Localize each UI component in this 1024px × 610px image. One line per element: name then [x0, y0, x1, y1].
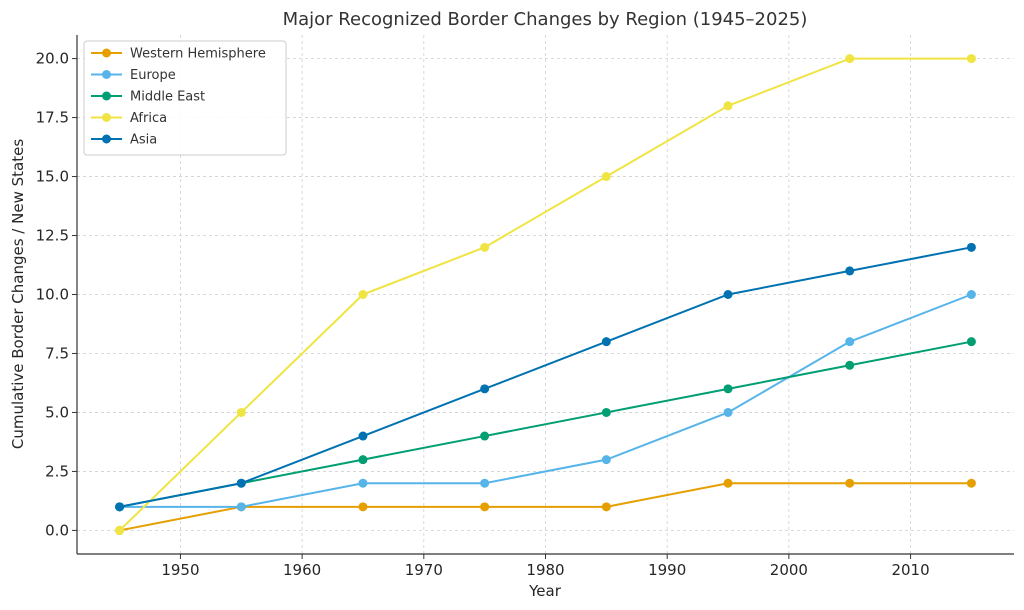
- data-point-western-hemisphere: [966, 478, 976, 488]
- legend-swatch-marker: [102, 48, 111, 58]
- series-line-europe: [119, 293, 972, 508]
- y-tick-label: 17.5: [36, 109, 69, 127]
- legend-label: Europe: [130, 68, 176, 83]
- legend-swatch-marker: [102, 70, 111, 79]
- data-point-middle-east: [601, 407, 611, 417]
- y-tick-label: 2.5: [45, 462, 69, 480]
- x-axis-label: Year: [528, 582, 562, 600]
- y-axis-label: Cumulative Border Changes / New States: [9, 139, 27, 449]
- series-group: [115, 54, 976, 535]
- x-tick-label: 1950: [161, 561, 199, 579]
- y-tick-label: 20.0: [36, 50, 69, 68]
- data-point-africa: [845, 54, 855, 64]
- data-point-africa: [358, 290, 368, 299]
- data-point-western-hemisphere: [358, 502, 368, 512]
- legend-label: Asia: [130, 133, 157, 148]
- legend-label: Africa: [130, 111, 167, 126]
- data-point-asia: [966, 242, 976, 252]
- x-ticks: 1950 1960 1970 1980 1990 2000 2010: [161, 554, 930, 579]
- y-tick-label: 12.5: [36, 227, 69, 245]
- data-point-asia: [601, 337, 611, 347]
- data-point-western-hemisphere: [723, 478, 733, 488]
- legend-item-middle-east: Middle East: [91, 90, 205, 105]
- y-tick-label: 15.0: [36, 168, 69, 186]
- data-point-asia: [236, 478, 246, 488]
- data-point-western-hemisphere: [601, 502, 611, 512]
- legend-item-europe: Europe: [91, 68, 176, 83]
- data-point-europe: [236, 502, 246, 512]
- data-point-europe: [845, 337, 855, 347]
- y-tick-label: 7.5: [45, 344, 69, 362]
- legend-item-western-hemisphere: Western Hemisphere: [91, 47, 266, 62]
- legend: Western Hemisphere Europe Middle East Afric…: [83, 40, 287, 156]
- data-point-europe: [723, 407, 733, 417]
- series-line-africa: [118, 57, 972, 532]
- data-point-africa: [601, 172, 611, 182]
- x-tick-label: 1970: [405, 561, 443, 579]
- data-point-middle-east: [480, 431, 490, 441]
- data-point-middle-east: [845, 360, 855, 370]
- data-point-africa: [480, 242, 490, 252]
- series-africa: [115, 54, 976, 535]
- data-point-western-hemisphere: [480, 502, 490, 512]
- data-point-africa: [723, 101, 733, 111]
- y-tick-label: 0.0: [45, 521, 69, 539]
- series-line-western-hemisphere: [119, 482, 972, 532]
- legend-item-asia: Asia: [91, 133, 157, 148]
- legend-label: Middle East: [130, 90, 205, 105]
- chart-title: Major Recognized Border Changes by Regio…: [283, 9, 808, 30]
- data-point-africa: [115, 525, 125, 535]
- data-point-middle-east: [723, 384, 733, 394]
- legend-item-africa: Africa: [91, 111, 167, 126]
- data-point-africa: [236, 407, 246, 417]
- series-line-middle-east: [119, 340, 972, 508]
- x-tick-label: 1960: [283, 561, 321, 579]
- data-point-europe: [966, 290, 976, 299]
- legend-label: Western Hemisphere: [130, 47, 266, 62]
- data-point-asia: [115, 502, 125, 512]
- data-point-middle-east: [966, 337, 976, 347]
- legend-swatch-marker: [102, 91, 111, 101]
- data-point-asia: [480, 384, 490, 394]
- data-point-middle-east: [358, 455, 368, 465]
- data-point-asia: [845, 266, 855, 276]
- y-ticks: 0.0 2.5 5.0 7.5 10.0 12.5 15.0 17.5 20.0: [36, 50, 77, 539]
- data-point-asia: [723, 290, 733, 299]
- y-tick-label: 10.0: [36, 286, 69, 304]
- x-tick-label: 1990: [648, 561, 686, 579]
- data-point-europe: [601, 455, 611, 465]
- x-tick-label: 2010: [891, 561, 929, 579]
- data-point-western-hemisphere: [845, 478, 855, 488]
- y-tick-label: 5.0: [45, 403, 69, 421]
- series-line-asia: [119, 246, 972, 508]
- data-point-europe: [358, 478, 368, 488]
- legend-box: [83, 40, 287, 156]
- x-tick-label: 1980: [526, 561, 564, 579]
- grid: [77, 35, 1014, 554]
- legend-swatch-marker: [102, 113, 111, 122]
- legend-swatch-marker: [102, 134, 111, 144]
- data-point-africa: [966, 54, 976, 64]
- data-point-europe: [480, 478, 490, 488]
- data-point-asia: [358, 431, 368, 441]
- x-tick-label: 2000: [770, 561, 808, 579]
- series-asia: [115, 242, 976, 512]
